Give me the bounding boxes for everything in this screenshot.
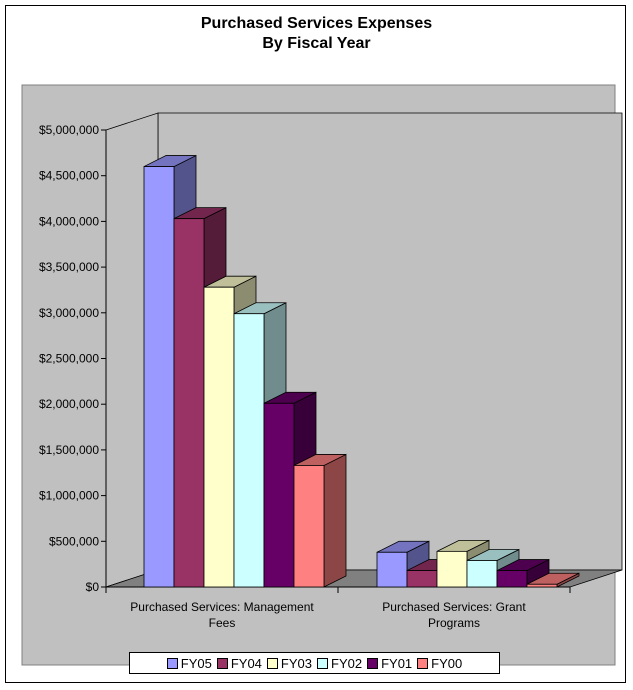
chart-title: Purchased Services Expenses By Fiscal Ye… — [0, 14, 633, 54]
legend-label: FY01 — [381, 655, 413, 671]
bar — [293, 453, 347, 588]
chart-title-line-1: Purchased Services Expenses — [200, 15, 433, 32]
y-tick-label: $2,500,000 — [39, 352, 99, 366]
y-tick-label: $5,000,000 — [39, 123, 99, 137]
bar-front — [436, 550, 468, 588]
y-tick-label: $1,000,000 — [39, 489, 99, 503]
legend-swatch — [417, 657, 429, 669]
y-tick-label: $4,500,000 — [39, 169, 99, 183]
legend-item: FY01 — [366, 656, 413, 671]
legend-swatch — [317, 657, 328, 669]
legend-swatch — [367, 657, 379, 669]
bar-front — [526, 583, 558, 588]
legend-swatch — [216, 657, 228, 669]
y-tick-label: $4,000,000 — [39, 214, 99, 228]
y-tick-label: $3,500,000 — [39, 260, 99, 274]
y-axis: $0 $500,000 $1,000,000 $1,500,000 $2,000,000… — [39, 123, 107, 594]
bar-front — [496, 570, 528, 588]
bar-front — [173, 218, 205, 588]
bar — [496, 558, 550, 588]
bar-front — [233, 313, 265, 588]
legend-item: FY04 — [216, 656, 263, 671]
legend-item: FY05 — [166, 656, 213, 671]
y-tick-label: $0 — [86, 580, 100, 594]
bars — [143, 154, 580, 588]
bar-side — [323, 453, 347, 588]
y-tick-label: $2,000,000 — [39, 397, 99, 411]
legend-swatch — [266, 657, 278, 669]
legend-item: FY00 — [416, 656, 463, 671]
bar — [526, 572, 580, 588]
x-tick-label: Fees — [209, 616, 236, 630]
y-tick-label: $1,500,000 — [39, 443, 99, 457]
bar-front — [203, 286, 235, 588]
legend-label: FY04 — [230, 655, 262, 671]
bar-front — [293, 465, 325, 588]
chart-title-line-2: By Fiscal Year — [262, 35, 371, 52]
legend-label: FY03 — [280, 655, 312, 671]
bar-front — [143, 166, 175, 588]
x-tick-label: Purchased Services: Management — [130, 600, 314, 614]
x-tick-label: Purchased Services: Grant — [382, 600, 526, 614]
bar-front — [406, 570, 438, 588]
legend-label: FY02 — [331, 655, 363, 671]
legend-swatch — [166, 657, 178, 669]
bar-front — [466, 560, 498, 588]
bar-front — [263, 402, 295, 588]
legend-item: FY03 — [266, 656, 313, 671]
legend-label: FY00 — [431, 655, 463, 671]
x-tick-label: Programs — [428, 616, 480, 630]
bar-front — [376, 551, 408, 588]
legend: FY05 FY04 FY03 FY02 FY01 FY00 — [129, 652, 500, 674]
y-tick-label: $500,000 — [49, 534, 99, 548]
y-tick-label: $3,000,000 — [39, 306, 99, 320]
legend-item: FY02 — [316, 656, 363, 671]
legend-label: FY05 — [180, 655, 212, 671]
